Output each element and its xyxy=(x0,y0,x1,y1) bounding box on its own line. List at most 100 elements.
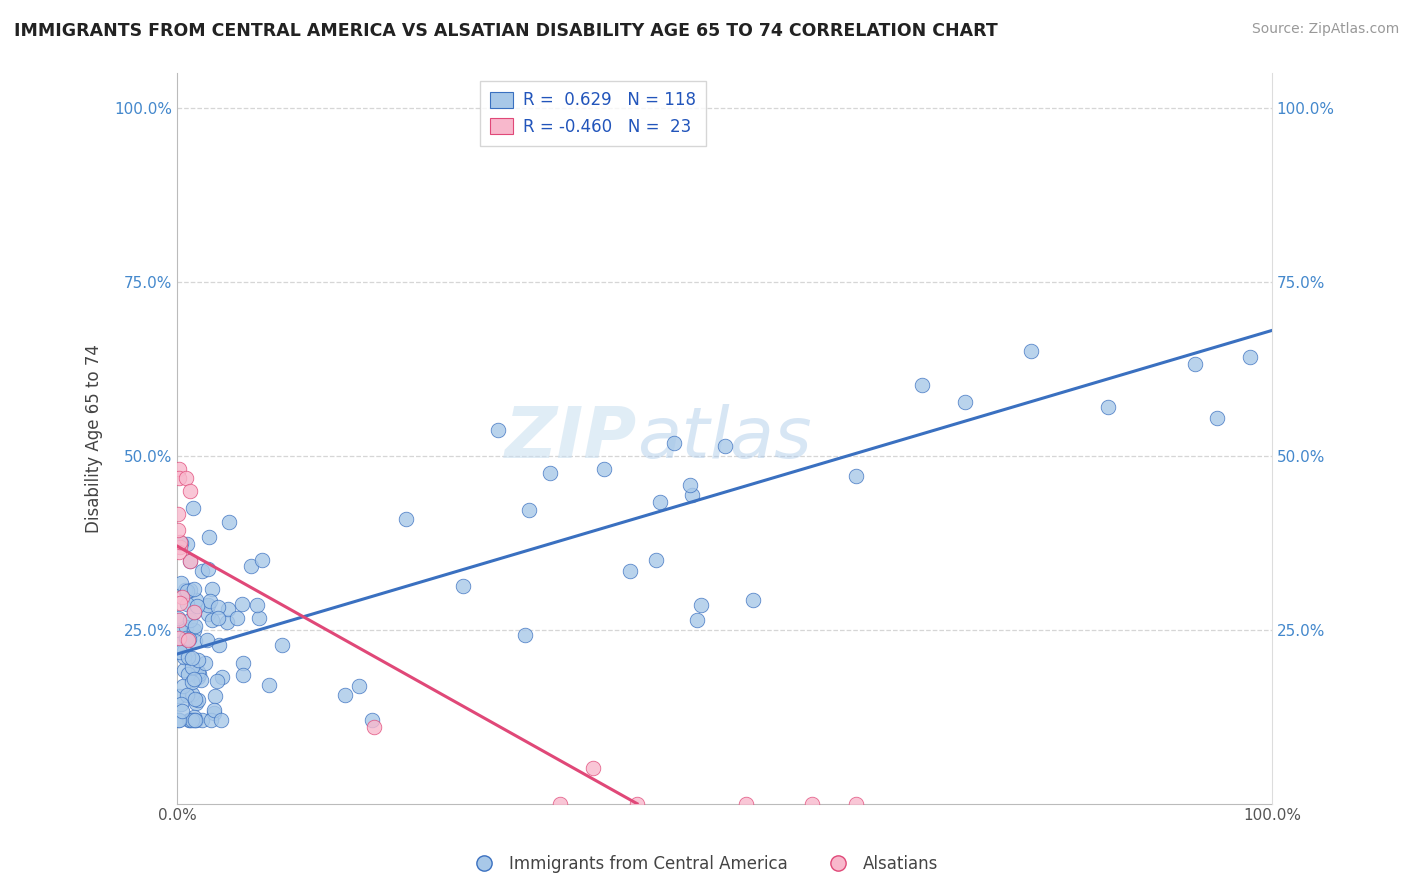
Point xyxy=(218,515,240,529)
Point xyxy=(180,687,202,701)
Point xyxy=(247,611,270,625)
Point xyxy=(486,423,509,437)
Point xyxy=(550,797,572,811)
Point xyxy=(515,628,537,642)
Point xyxy=(270,638,292,652)
Point xyxy=(187,665,209,680)
Legend: Immigrants from Central America, Alsatians: Immigrants from Central America, Alsatia… xyxy=(461,848,945,880)
Point xyxy=(202,703,225,717)
Point xyxy=(179,554,201,568)
Point xyxy=(169,596,191,610)
Point xyxy=(582,761,605,775)
Point xyxy=(181,660,204,674)
Point xyxy=(181,713,204,727)
Point xyxy=(167,631,190,645)
Point xyxy=(1019,343,1042,358)
Point xyxy=(186,696,208,710)
Text: atlas: atlas xyxy=(637,404,811,473)
Point xyxy=(169,471,191,485)
Point xyxy=(187,670,209,684)
Point xyxy=(845,797,868,811)
Point xyxy=(177,633,200,648)
Point xyxy=(593,462,616,476)
Point xyxy=(184,692,207,706)
Point xyxy=(186,692,208,706)
Point xyxy=(183,633,205,648)
Point xyxy=(167,523,190,537)
Point xyxy=(181,674,204,689)
Point xyxy=(197,561,219,575)
Point xyxy=(845,469,868,483)
Point xyxy=(173,643,195,657)
Point xyxy=(176,597,198,611)
Point xyxy=(197,607,219,622)
Point xyxy=(187,653,209,667)
Point xyxy=(686,613,709,627)
Point xyxy=(179,713,201,727)
Point xyxy=(183,605,205,619)
Point xyxy=(184,713,207,727)
Point xyxy=(197,530,219,544)
Point xyxy=(174,471,197,485)
Point xyxy=(650,495,672,509)
Text: Source: ZipAtlas.com: Source: ZipAtlas.com xyxy=(1251,22,1399,37)
Point xyxy=(202,706,225,721)
Point xyxy=(169,623,191,637)
Point xyxy=(197,598,219,612)
Point xyxy=(1206,410,1229,425)
Point xyxy=(179,554,201,568)
Y-axis label: Disability Age 65 to 74: Disability Age 65 to 74 xyxy=(86,343,103,533)
Point xyxy=(183,624,205,638)
Point xyxy=(183,713,205,727)
Point xyxy=(1184,357,1206,371)
Point xyxy=(679,478,702,492)
Point xyxy=(181,651,204,665)
Point xyxy=(167,637,190,651)
Point xyxy=(619,564,641,578)
Point xyxy=(207,610,229,624)
Point xyxy=(1097,400,1119,414)
Point xyxy=(186,713,208,727)
Point xyxy=(179,613,201,627)
Point xyxy=(173,649,195,664)
Point xyxy=(174,620,197,634)
Point xyxy=(690,598,713,612)
Point xyxy=(167,613,190,627)
Point xyxy=(198,593,221,607)
Point xyxy=(910,377,932,392)
Point xyxy=(231,597,253,611)
Point xyxy=(183,672,205,686)
Point xyxy=(201,613,224,627)
Point xyxy=(170,576,193,591)
Point xyxy=(169,540,191,554)
Point xyxy=(195,632,218,647)
Point xyxy=(177,632,200,646)
Point xyxy=(167,507,190,521)
Point xyxy=(173,663,195,677)
Point xyxy=(172,679,194,693)
Point xyxy=(217,602,239,616)
Point xyxy=(714,439,737,453)
Point xyxy=(179,483,201,498)
Point xyxy=(211,669,233,683)
Point xyxy=(190,673,212,687)
Point xyxy=(232,668,254,682)
Point xyxy=(955,395,977,409)
Point xyxy=(177,649,200,664)
Point xyxy=(176,666,198,681)
Point xyxy=(167,713,190,727)
Point xyxy=(333,688,356,702)
Point xyxy=(183,709,205,723)
Point xyxy=(517,503,540,517)
Point xyxy=(194,656,217,670)
Point xyxy=(1239,350,1261,364)
Text: IMMIGRANTS FROM CENTRAL AMERICA VS ALSATIAN DISABILITY AGE 65 TO 74 CORRELATION : IMMIGRANTS FROM CENTRAL AMERICA VS ALSAT… xyxy=(14,22,998,40)
Point xyxy=(644,552,666,566)
Point xyxy=(191,564,214,578)
Point xyxy=(186,599,208,614)
Point xyxy=(681,487,703,501)
Point xyxy=(626,797,648,811)
Point xyxy=(173,583,195,598)
Legend: R =  0.629   N = 118, R = -0.460   N =  23: R = 0.629 N = 118, R = -0.460 N = 23 xyxy=(479,81,706,145)
Point xyxy=(232,657,254,671)
